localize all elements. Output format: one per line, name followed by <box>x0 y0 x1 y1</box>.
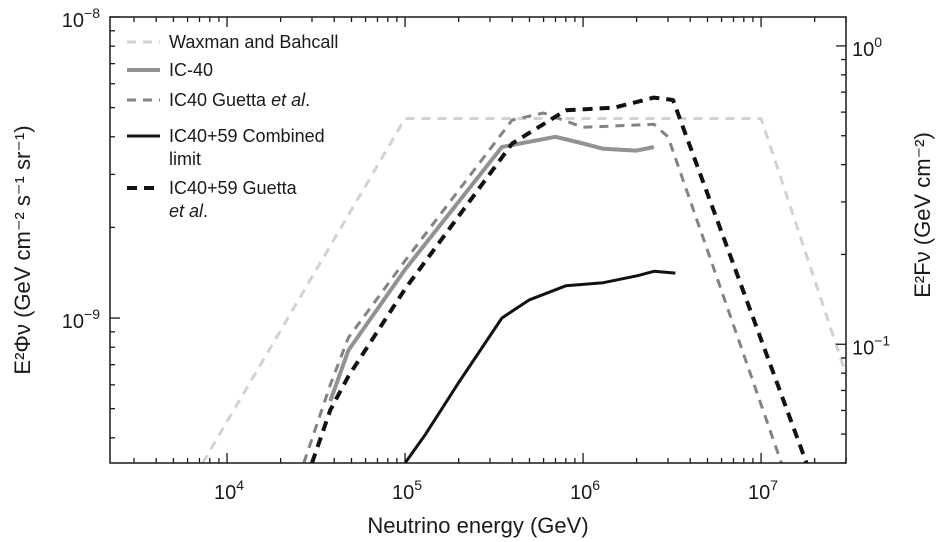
legend-label: IC-40 <box>169 60 213 80</box>
x-tick-label: 104 <box>214 477 244 504</box>
series-line-ic40-59-guetta-et-al <box>310 95 809 463</box>
series-line-ic40-59-combined-limit <box>403 269 676 463</box>
legend-label: IC40+59 Guetta <box>169 178 298 198</box>
legend-label: limit <box>169 149 201 169</box>
plot-frame <box>109 16 847 464</box>
legend-label: Waxman and Bahcall <box>169 32 338 52</box>
right-y-axis-title: E²Fν (GeV cm⁻²) <box>910 132 935 298</box>
tick-layer: 104 105 106 107 10−8 10−9 100 10−1 <box>62 5 891 504</box>
legend: Waxman and Bahcall IC-40 IC40 Guetta et al… <box>127 32 338 221</box>
legend-label: IC40+59 Combined <box>169 126 325 146</box>
series-line-waxman-and-bahcall <box>201 117 846 463</box>
x-tick-label: 107 <box>748 477 778 504</box>
y-right-tick-label: 100 <box>852 34 882 61</box>
y-left-tick-label: 10−8 <box>62 5 100 32</box>
left-y-axis-title: E²Φν (GeV cm⁻² s⁻¹ sr⁻¹) <box>10 125 35 374</box>
x-tick-label: 105 <box>392 477 422 504</box>
x-tick-label: 106 <box>570 477 600 504</box>
x-axis-title: Neutrino energy (GeV) <box>367 513 588 538</box>
series-line-ic40-guetta-et-al <box>302 111 783 463</box>
y-left-tick-label: 10−9 <box>62 306 100 333</box>
legend-label: IC40 Guetta et al. <box>169 90 310 110</box>
legend-label: et al. <box>169 201 208 221</box>
series-layer <box>201 95 846 463</box>
y-right-tick-label: 10−1 <box>852 332 890 359</box>
series-line-ic-40 <box>328 134 655 402</box>
